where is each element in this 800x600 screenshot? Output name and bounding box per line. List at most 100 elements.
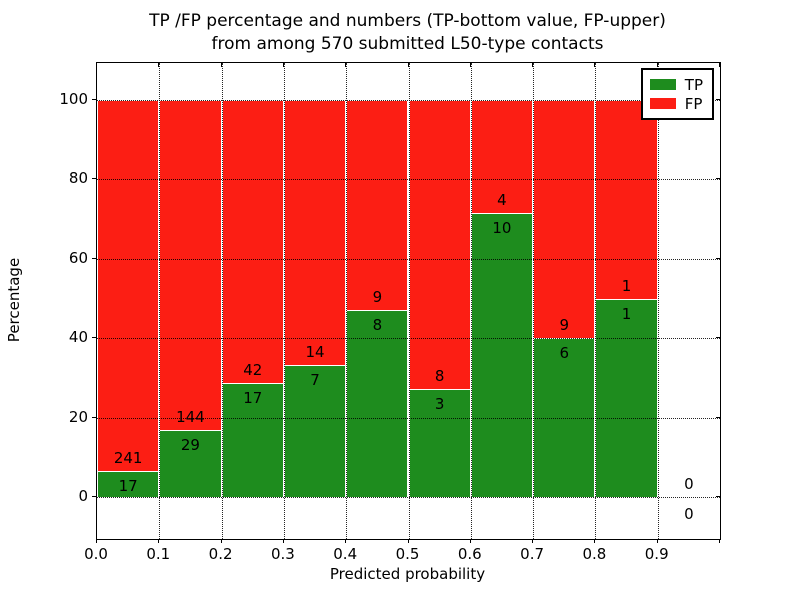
y-tick-label-40: 40	[68, 328, 88, 347]
legend-row-fp: FP	[649, 94, 703, 113]
tp-count-label: 29	[180, 436, 200, 455]
bar-fp-segment	[533, 100, 596, 339]
x-tick-label-0.8: 0.8	[582, 545, 607, 563]
x-tick-label-0.6: 0.6	[457, 545, 482, 563]
chart-title-line2: from among 570 submitted L50-type contac…	[211, 34, 604, 54]
x-tick-mark	[532, 539, 534, 543]
x-tick-mark-top	[532, 63, 534, 67]
x-tick-mark-top	[719, 63, 720, 67]
chart-title-line1: TP /FP percentage and numbers (TP-bottom…	[149, 11, 666, 31]
tp-count-label: 3	[434, 394, 445, 413]
bar-tp-segment	[97, 470, 160, 497]
bar-fp-segment	[470, 100, 534, 214]
fp-count-label: 9	[559, 316, 570, 335]
y-tick-label-60: 60	[68, 248, 88, 267]
v-gridline-0.4	[346, 63, 348, 539]
x-tick-mark-top	[594, 63, 596, 67]
y-tick-mark-right	[716, 99, 720, 100]
x-tick-mark	[719, 539, 720, 543]
x-tick-label-0.3: 0.3	[270, 545, 295, 563]
v-gridline-0.5	[408, 63, 410, 539]
x-tick-mark	[158, 539, 160, 543]
v-gridline-0.7	[533, 63, 535, 539]
fp-count-label: 9	[372, 288, 383, 307]
bar-fp-segment	[221, 100, 284, 383]
tp-count-label: 17	[118, 476, 138, 495]
y-tick-mark-right	[716, 416, 720, 418]
x-tick-mark-top	[345, 63, 347, 67]
y-tick-label-100: 100	[59, 90, 88, 108]
y-tick-mark	[92, 99, 96, 100]
bar-tp-segment	[346, 310, 409, 497]
x-tick-label-0.7: 0.7	[520, 545, 545, 563]
fp-count-label: 241	[113, 448, 143, 467]
y-axis-label: Percentage	[5, 257, 23, 343]
bar-tp-segment	[533, 338, 596, 497]
v-gridline-0.2	[221, 63, 223, 539]
v-gridline-0.1	[159, 63, 161, 539]
x-tick-label-0.1: 0.1	[146, 545, 171, 563]
x-tick-mark	[282, 539, 284, 543]
y-tick-label-80: 80	[68, 169, 88, 188]
x-tick-mark-top	[158, 63, 160, 67]
fp-count-label: 42	[243, 360, 263, 379]
legend-row-tp: TP	[649, 75, 703, 94]
bar-tp-segment	[283, 364, 347, 497]
y-tick-mark	[92, 257, 96, 259]
tp-count-label: 8	[372, 316, 383, 335]
tp-count-label: 1	[621, 304, 632, 323]
v-gridline-0.3	[283, 63, 285, 539]
y-tick-mark-right	[716, 178, 720, 180]
fp-count-label: 14	[305, 342, 325, 361]
x-tick-mark-top	[282, 63, 284, 67]
y-tick-mark-right	[716, 257, 720, 259]
tp-count-label: 6	[559, 344, 570, 363]
bar-tp-segment	[595, 298, 658, 497]
tp-count-label: 10	[492, 219, 512, 238]
bar-tp-segment	[159, 430, 222, 497]
bar-tp-segment	[221, 382, 284, 497]
y-tick-mark-right	[716, 496, 720, 497]
plot-area: 241 17 144 29 42 17 14 7 9 8 8 3 4 10 9 6 1 1 0 0 TP FP	[96, 62, 721, 540]
fp-count-label: 8	[434, 366, 445, 385]
tp-color-swatch	[649, 79, 676, 90]
y-tick-label-0: 0	[78, 487, 88, 505]
fp-color-swatch	[649, 98, 676, 109]
y-tick-mark-right	[716, 337, 720, 339]
v-gridline-0.9	[657, 63, 659, 539]
fp-count-label: 144	[176, 408, 205, 427]
x-tick-mark-top	[96, 63, 97, 67]
bar-fp-segment	[97, 100, 160, 471]
x-tick-mark	[469, 539, 471, 543]
tp-count-label: 7	[310, 370, 320, 389]
x-tick-mark-top	[469, 63, 471, 67]
legend-label-tp: TP	[684, 75, 703, 94]
x-tick-mark	[96, 539, 97, 543]
y-tick-label-20: 20	[68, 407, 88, 426]
x-tick-label-0.2: 0.2	[208, 545, 233, 563]
legend: TP FP	[640, 68, 714, 120]
x-tick-mark-top	[407, 63, 409, 67]
tp-count-label: 0	[684, 505, 694, 523]
fp-count-label: 0	[684, 475, 694, 493]
x-axis-label: Predicted probability	[329, 565, 486, 583]
fp-count-label: 1	[621, 276, 632, 295]
v-gridline-0.8	[595, 63, 597, 539]
bar-tp-segment	[408, 388, 471, 497]
y-tick-mark	[92, 416, 96, 418]
x-tick-mark	[594, 539, 596, 543]
x-tick-label-0.5: 0.5	[395, 545, 420, 563]
bar-fp-segment	[595, 100, 658, 299]
bar-fp-segment	[283, 100, 347, 365]
y-tick-mark	[92, 178, 96, 180]
chart-title: TP /FP percentage and numbers (TP-bottom…	[96, 10, 719, 56]
v-gridline-0.6	[470, 63, 472, 539]
x-tick-label-0.9: 0.9	[644, 545, 669, 563]
bar-fp-segment	[346, 100, 409, 311]
x-tick-mark-top	[220, 63, 222, 67]
bar-tp-segment	[470, 213, 534, 497]
y-tick-mark	[92, 496, 96, 497]
x-tick-label-0.4: 0.4	[333, 545, 358, 563]
tp-count-label: 17	[243, 388, 263, 407]
